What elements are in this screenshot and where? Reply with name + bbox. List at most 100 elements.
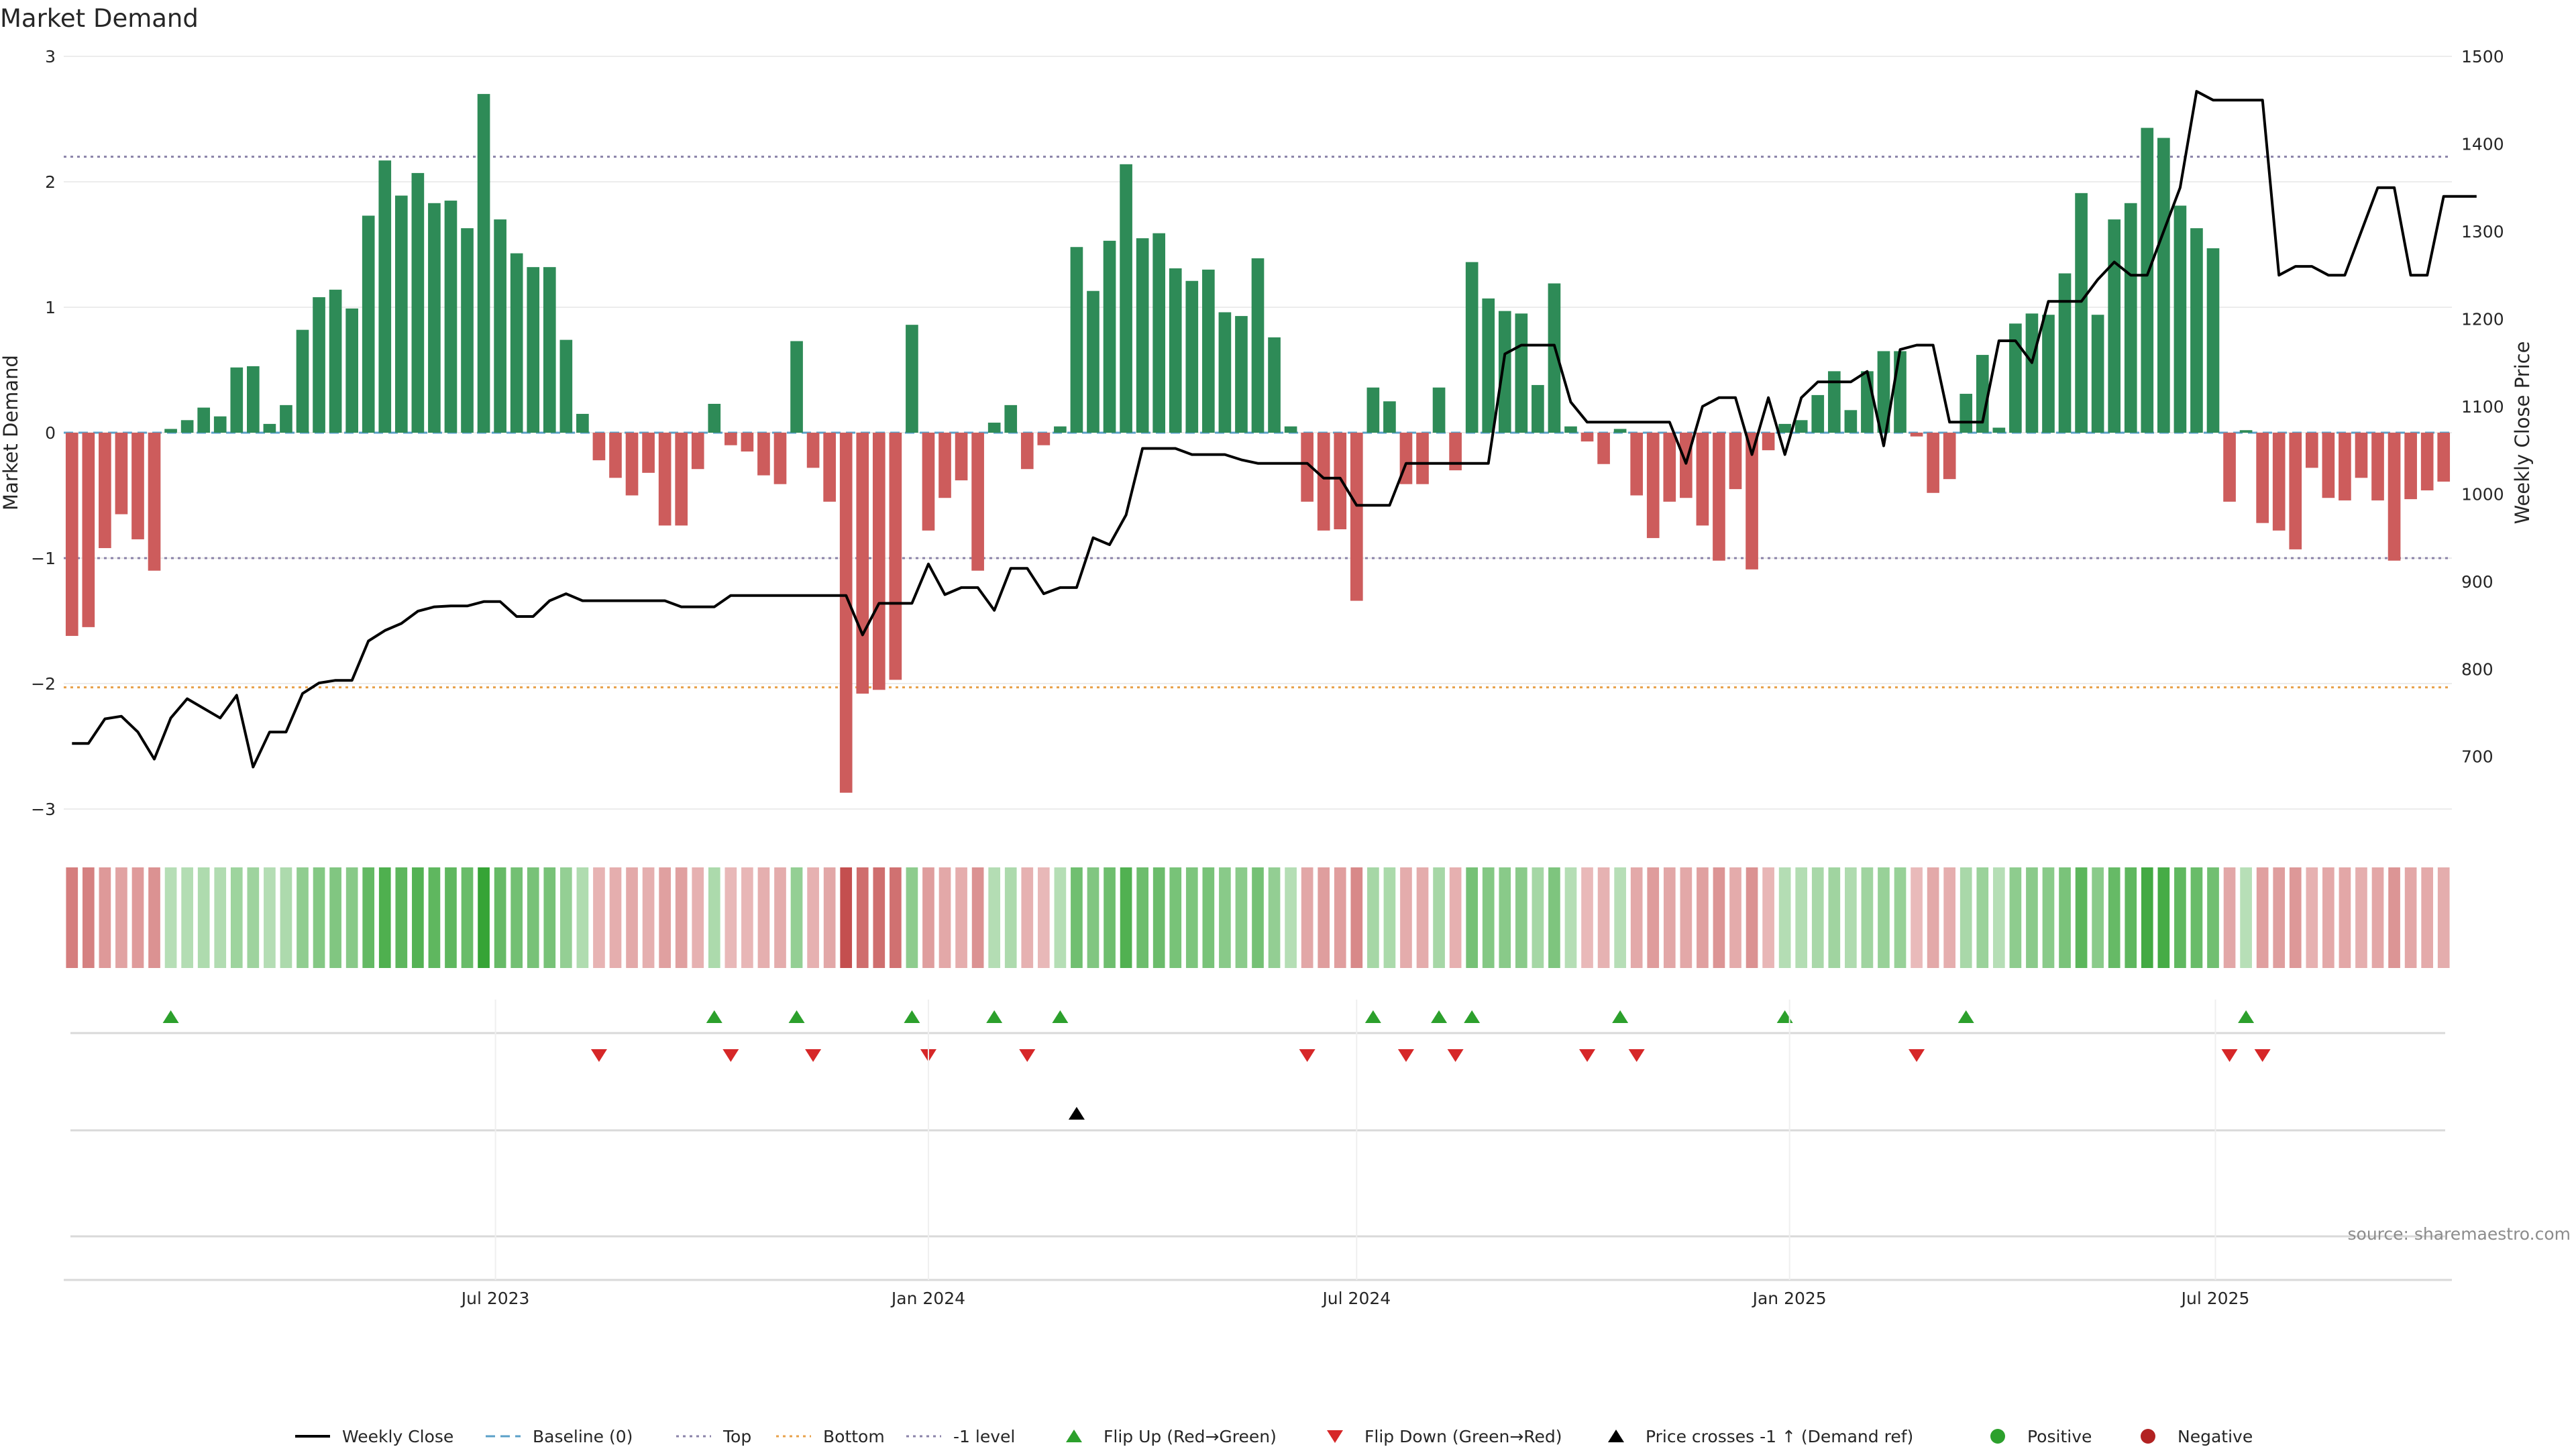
- heat-cell: [1878, 867, 1890, 968]
- demand-bar: [2091, 315, 2104, 433]
- demand-bar: [1432, 387, 1446, 433]
- legend-swatch: [1990, 1429, 2005, 1444]
- heat-cell: [2174, 867, 2186, 968]
- y2-tick-label: 800: [2461, 659, 2493, 679]
- heat-cell: [214, 867, 227, 968]
- legend-label: Price crosses -1 ↑ (Demand ref): [1646, 1427, 1913, 1446]
- flip-up-marker: [1464, 1010, 1481, 1023]
- heat-cell: [1532, 867, 1544, 968]
- flip-up-marker: [162, 1010, 179, 1023]
- demand-bar: [1235, 316, 1248, 433]
- heat-cell: [1713, 867, 1725, 968]
- demand-bar: [1532, 384, 1544, 433]
- heat-cell: [1334, 867, 1346, 968]
- demand-bar: [1070, 247, 1083, 433]
- legend-label: Flip Down (Green→Red): [1364, 1427, 1562, 1446]
- heat-cell: [906, 867, 918, 968]
- heat-cell: [1104, 867, 1116, 968]
- demand-bar: [148, 433, 161, 571]
- heat-cell: [197, 867, 210, 968]
- y-tick-label: 1: [45, 298, 56, 317]
- x-tick-label: Jan 2024: [890, 1289, 965, 1308]
- demand-bar: [1861, 371, 1874, 433]
- demand-bar: [2174, 205, 2187, 433]
- demand-bar: [839, 433, 853, 793]
- demand-bar: [461, 228, 474, 433]
- legend-label: Top: [722, 1427, 751, 1446]
- heat-cell: [2388, 867, 2400, 968]
- legend-label: Flip Up (Red→Green): [1104, 1427, 1277, 1446]
- demand-bar: [1762, 433, 1775, 451]
- demand-bar: [971, 433, 984, 571]
- y2-tick-label: 700: [2461, 747, 2493, 767]
- flip-up-marker: [1052, 1010, 1069, 1023]
- demand-bar: [2256, 433, 2269, 523]
- demand-bar: [2371, 433, 2384, 500]
- demand-bar: [1844, 410, 1858, 433]
- demand-bar: [1004, 405, 1018, 433]
- weekly-close-series: [72, 90, 2477, 769]
- heat-cell: [1960, 867, 1972, 968]
- heat-cell: [1976, 867, 1989, 968]
- heat-cell: [576, 867, 589, 968]
- heat-cell: [1697, 867, 1709, 968]
- heat-cell: [741, 867, 753, 968]
- heat-cell: [1449, 867, 1462, 968]
- demand-bar: [1152, 233, 1166, 433]
- reference-lines: [64, 156, 2452, 689]
- heat-cell: [1729, 867, 1741, 968]
- heat-cell: [1350, 867, 1363, 968]
- demand-bar: [180, 420, 194, 433]
- heat-cell: [790, 867, 803, 968]
- heat-cell: [230, 867, 243, 968]
- demand-bar: [1383, 401, 1396, 433]
- heat-cell: [2404, 867, 2417, 968]
- heat-cell: [1778, 867, 1791, 968]
- demand-bar: [411, 172, 425, 433]
- legend-entry: Bottom: [776, 1427, 885, 1446]
- heat-cell: [1120, 867, 1132, 968]
- demand-bar: [1498, 311, 1511, 433]
- demand-bar: [1927, 433, 1939, 493]
- demand-bar: [1366, 387, 1380, 433]
- demand-bar: [329, 289, 342, 433]
- heat-cell: [626, 867, 638, 968]
- demand-bar: [2223, 433, 2236, 502]
- demand-bar: [592, 433, 606, 461]
- heat-cell: [774, 867, 786, 968]
- heat-cell: [840, 867, 853, 968]
- heat-cell: [2339, 867, 2351, 968]
- demand-bar: [938, 433, 951, 498]
- y-tick-label: 0: [45, 423, 56, 443]
- heat-cell: [181, 867, 193, 968]
- flip-up-marker: [1957, 1010, 1974, 1023]
- demand-bar: [527, 267, 540, 433]
- demand-bar: [856, 433, 869, 694]
- demand-bar: [444, 201, 458, 433]
- y2-tick-label: 1100: [2461, 397, 2504, 417]
- demand-bar: [2437, 433, 2451, 482]
- demand-bar: [2058, 273, 2072, 433]
- y-tick-label: −1: [31, 549, 56, 568]
- demand-bar: [1564, 426, 1577, 433]
- demand-bar: [658, 433, 672, 526]
- heat-cell: [971, 867, 984, 968]
- demand-bar: [164, 429, 177, 433]
- demand-bar: [609, 433, 622, 478]
- flip-up-marker: [2238, 1010, 2255, 1023]
- demand-bar: [1794, 420, 1808, 433]
- chart-title: Market Demand: [0, 4, 199, 33]
- demand-bar: [280, 405, 292, 433]
- demand-bar: [2157, 138, 2170, 433]
- demand-bar: [1680, 433, 1693, 498]
- demand-bar: [691, 433, 704, 470]
- heat-cell: [378, 867, 391, 968]
- heat-cell: [1630, 867, 1643, 968]
- heat-cell: [1185, 867, 1198, 968]
- demand-bar: [987, 423, 1001, 433]
- demand-bar: [1103, 240, 1116, 433]
- legend-entry: -1 level: [906, 1427, 1015, 1446]
- demand-bar: [708, 403, 721, 433]
- heat-cell: [2306, 867, 2318, 968]
- demand-bar: [345, 308, 358, 433]
